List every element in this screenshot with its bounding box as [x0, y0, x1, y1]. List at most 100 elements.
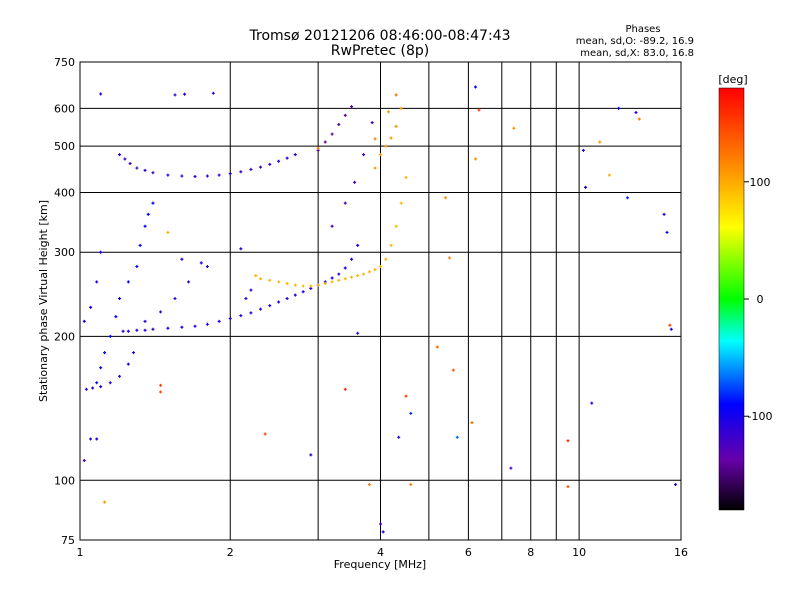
- trace-point: [143, 168, 147, 172]
- x-tick-label: 16: [674, 546, 688, 559]
- trace-point: [121, 329, 125, 333]
- y-tick-label: 600: [54, 102, 75, 115]
- trace-point: [330, 224, 334, 228]
- scatter-point: [665, 230, 669, 234]
- trace-point: [389, 243, 393, 247]
- trace-point: [118, 374, 122, 378]
- scatter-point: [668, 323, 672, 327]
- scatter-point: [566, 439, 570, 443]
- trace-point: [193, 175, 197, 179]
- trace-point: [126, 280, 130, 284]
- y-tick-label: 300: [54, 246, 75, 259]
- scatter-point: [89, 437, 93, 441]
- trace-point: [350, 105, 354, 109]
- trace-point: [205, 265, 209, 269]
- trace-point: [239, 170, 243, 174]
- scatter-point: [590, 401, 594, 405]
- chart-subtitle: RwPretec (8p): [331, 43, 429, 59]
- trace-point: [138, 243, 142, 247]
- trace-point: [95, 280, 99, 284]
- trace-point: [99, 250, 103, 254]
- trace-point: [205, 174, 209, 178]
- trace-point: [193, 324, 197, 328]
- trace-point: [259, 165, 263, 169]
- scatter-point: [367, 482, 371, 486]
- scatter-point: [239, 247, 243, 251]
- scatter-point: [477, 108, 481, 112]
- trace-point: [362, 272, 366, 276]
- trace-point: [99, 366, 103, 370]
- scatter-point: [99, 92, 103, 96]
- trace-point: [135, 166, 139, 170]
- scatter-point: [455, 435, 459, 439]
- trace-point: [356, 243, 360, 247]
- plot-frame: [79, 61, 682, 541]
- trace-point: [239, 314, 243, 318]
- scatter-point: [404, 394, 408, 398]
- trace-point: [118, 297, 122, 301]
- scatter-point: [95, 437, 99, 441]
- trace-point: [373, 268, 377, 272]
- trace-point: [91, 386, 95, 390]
- phases-box-title: Phases: [625, 24, 660, 35]
- trace-point: [323, 140, 327, 144]
- scatter-point: [397, 435, 401, 439]
- trace-point: [249, 167, 253, 171]
- scatter-point: [637, 117, 641, 121]
- trace-point: [84, 387, 88, 391]
- scatter-point: [674, 482, 678, 486]
- x-tick-label: 4: [377, 546, 384, 559]
- scatter-point: [634, 111, 638, 115]
- scatter-point: [607, 173, 611, 177]
- trace-point: [268, 162, 272, 166]
- trace-point: [277, 159, 281, 163]
- trace-point: [293, 153, 297, 157]
- phases-box-line2: mean, sd,X: 83.0, 16.8: [580, 48, 694, 59]
- trace-point: [249, 311, 253, 315]
- y-tick-label: 750: [54, 56, 75, 69]
- trace-point: [126, 362, 130, 366]
- scatter-point: [662, 212, 666, 216]
- scatter-point: [379, 522, 382, 526]
- trace-point: [135, 265, 139, 269]
- scatter-point: [343, 387, 347, 391]
- trace-point: [384, 257, 388, 261]
- trace-point: [301, 290, 305, 294]
- trace-point: [330, 280, 334, 284]
- colorbar-tick-label: 0: [757, 293, 764, 306]
- scatter-point: [199, 261, 203, 265]
- colorbar-ticks: 100 0 -100: [744, 176, 772, 423]
- scatter-point: [159, 390, 163, 394]
- trace-point: [151, 171, 155, 175]
- trace-point: [277, 300, 281, 304]
- scatter-point: [263, 432, 267, 436]
- trace-point: [394, 224, 398, 228]
- trace-point: [99, 385, 103, 389]
- scatter-point: [448, 256, 452, 260]
- y-tick-label: 200: [54, 330, 75, 343]
- trace-point: [180, 174, 184, 178]
- trace-point: [337, 278, 341, 282]
- scatter-point: [211, 91, 215, 95]
- scatter-point: [356, 331, 360, 335]
- trace-point: [343, 113, 347, 117]
- scatter-point: [159, 383, 163, 387]
- scatter-point: [584, 185, 588, 189]
- trace-point: [217, 319, 221, 323]
- scatter-point: [394, 93, 398, 97]
- trace-point: [108, 381, 112, 385]
- scatter-point: [509, 466, 513, 470]
- scatter-point: [451, 368, 455, 372]
- y-tick-label: 75: [61, 534, 75, 547]
- trace-point: [350, 275, 354, 279]
- trace-point: [350, 257, 354, 261]
- trace-point: [285, 156, 289, 160]
- scatter-point: [444, 196, 448, 200]
- scatter-point: [435, 345, 439, 349]
- trace-point: [343, 201, 347, 205]
- scatter-point: [103, 500, 107, 504]
- scatter-point: [316, 146, 320, 150]
- colorbar-tick-label: 100: [750, 176, 771, 189]
- trace-point: [268, 304, 272, 308]
- scatter-point: [473, 157, 477, 161]
